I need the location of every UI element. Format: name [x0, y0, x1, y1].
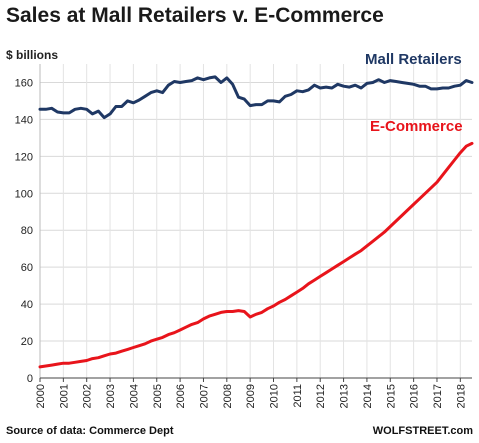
- x-tick-label: 2006: [175, 384, 187, 408]
- y-tick-label: 40: [21, 299, 33, 311]
- y-tick-label: 80: [21, 225, 33, 237]
- brand-watermark: WOLFSTREET.com: [373, 425, 473, 437]
- x-tick-label: 2011: [292, 384, 304, 408]
- y-tick-label: 100: [15, 188, 33, 200]
- y-axis: 0 20 40 60 80 100 120 140 160: [15, 64, 41, 385]
- y-axis-label: $ billions: [6, 48, 58, 62]
- x-tick-label: 2012: [315, 384, 327, 408]
- x-tick-label: 2009: [245, 384, 257, 408]
- x-tick-label: 2008: [222, 384, 234, 408]
- y-tick-label: 0: [27, 373, 33, 385]
- x-axis: 2000 2001 2002 2003 2004 2005 2006 2007 2008 2009…: [35, 377, 472, 408]
- gridlines: [39, 64, 472, 379]
- x-tick-label: 2017: [432, 384, 444, 408]
- x-tick-label: 2016: [409, 384, 421, 408]
- y-tick-label: 60: [21, 262, 33, 274]
- x-tick-label: 2000: [35, 384, 47, 408]
- y-tick-label: 140: [15, 114, 33, 126]
- series-lines: [38, 75, 474, 369]
- y-tick-label: 160: [15, 77, 33, 89]
- series-label-e-commerce: E-Commerce: [370, 118, 463, 135]
- source-note: Source of data: Commerce Dept: [6, 425, 174, 437]
- y-tick-label: 120: [15, 151, 33, 163]
- x-tick-label: 2002: [82, 384, 94, 408]
- x-tick-label: 2018: [455, 384, 467, 408]
- series-line-e-commerce: [38, 141, 474, 369]
- x-tick-label: 2001: [58, 384, 70, 408]
- y-tick-label: 20: [21, 336, 33, 348]
- x-tick-label: 2014: [362, 384, 374, 408]
- x-tick-label: 2013: [339, 384, 351, 408]
- x-tick-label: 2007: [198, 384, 210, 408]
- x-tick-label: 2004: [128, 384, 140, 408]
- series-line-mall-retailers: [38, 75, 474, 120]
- x-tick-label: 2005: [152, 384, 164, 408]
- chart-title: Sales at Mall Retailers v. E-Commerce: [6, 4, 384, 27]
- series-label-mall-retailers: Mall Retailers: [365, 51, 462, 68]
- x-tick-label: 2003: [105, 384, 117, 408]
- x-tick-label: 2015: [385, 384, 397, 408]
- x-tick-label: 2010: [269, 384, 281, 408]
